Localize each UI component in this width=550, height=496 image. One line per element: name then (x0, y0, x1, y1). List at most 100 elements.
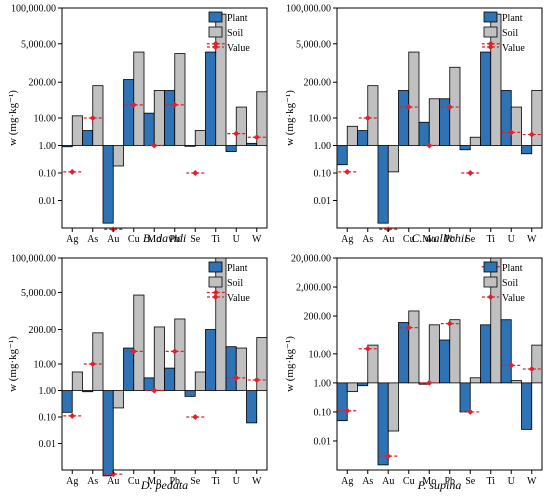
legend-label-soil: Soil (227, 278, 243, 289)
soil-bar (71, 371, 83, 391)
soil-bar (387, 382, 399, 432)
value-marker (151, 142, 158, 149)
plant-bar (205, 51, 217, 146)
x-tick-label: Cu (403, 234, 415, 245)
plant-bar (82, 390, 94, 393)
x-tick-label: Au (107, 476, 119, 487)
y-tick-label: 0.01 (314, 436, 332, 447)
y-tick-label: 200.00 (304, 312, 332, 323)
plant-bar (123, 79, 135, 146)
legend-label-plant: Plant (227, 263, 248, 274)
value-marker (233, 130, 240, 137)
value-marker (151, 387, 158, 394)
x-tick-label: As (87, 234, 98, 245)
x-tick-label: W (252, 234, 262, 245)
plant-bar (480, 51, 492, 146)
soil-bar (428, 324, 440, 384)
chart-caption: D. pedata (140, 478, 188, 492)
plant-bar (246, 142, 258, 146)
plant-bar (82, 130, 94, 146)
y-tick-label: 0.01 (39, 439, 57, 450)
value-marker (89, 115, 96, 121)
plant-bar (459, 145, 471, 151)
y-axis-label: w (mg·kg⁻¹) (7, 90, 19, 146)
x-tick-label: U (508, 476, 516, 487)
value-marker (253, 376, 260, 383)
plant-bar (102, 145, 114, 224)
value-marker (171, 101, 178, 108)
chart-panel-1: 0.01 0.10 1.00 10.00 200.00 5,000.00 100,000.0… (7, 4, 268, 245)
soil-bar (387, 145, 399, 173)
value-marker (69, 412, 76, 419)
value-marker (212, 289, 219, 296)
soil-bar (408, 51, 420, 146)
y-tick-label: 10.00 (34, 114, 57, 125)
plant-bar (336, 145, 348, 166)
x-tick-label: As (362, 234, 373, 245)
legend-marker-value (212, 294, 219, 300)
x-tick-label: Ti (211, 476, 220, 487)
soil-bar (531, 344, 543, 384)
legend-swatch-soil (208, 26, 223, 38)
value-marker (110, 471, 117, 478)
chart-panel-3: 0.01 0.10 1.00 10.00 200.00 5,000.00 100,000.0… (7, 254, 268, 492)
soil-bar (153, 326, 165, 391)
y-tick-label: 10.00 (309, 114, 332, 125)
y-tick-label: 0.01 (314, 196, 332, 207)
soil-bar (367, 344, 379, 384)
legend: Plant Soil Value (482, 11, 525, 54)
y-axis-label: w (mg·kg⁻¹) (7, 336, 19, 392)
value-marker (344, 407, 351, 414)
y-axis-label: w (mg·kg⁻¹) (284, 336, 296, 392)
value-marker (467, 408, 474, 415)
chart-caption: B. davidi (143, 231, 186, 245)
y-tick-label: 10.00 (309, 349, 332, 360)
x-tick-label: W (527, 234, 537, 245)
soil-bar (92, 85, 104, 146)
y-tick-label: 1.00 (39, 141, 57, 152)
x-tick-label: Se (465, 476, 476, 487)
plant-bar (184, 145, 196, 147)
plant-bar (143, 377, 155, 391)
x-tick-label: Ag (66, 476, 78, 487)
soil-bar (510, 380, 522, 384)
legend: Plant Soil Value (207, 11, 250, 54)
legend-label-value: Value (502, 43, 525, 54)
y-tick-label: 2,000.00 (296, 283, 331, 294)
legend-swatch-soil (483, 26, 498, 38)
y-tick-label: 20,000.00 (291, 254, 331, 265)
y-axis-label: w (mg·kg⁻¹) (284, 90, 296, 146)
plant-bar (357, 382, 369, 387)
x-tick-label: Ti (486, 476, 495, 487)
legend-label-plant: Plant (227, 13, 248, 24)
legend-marker-value (212, 44, 219, 50)
y-tick-label: 0.01 (39, 196, 57, 207)
value-marker (89, 361, 96, 367)
plant-bar (143, 112, 155, 146)
soil-bar (469, 377, 481, 384)
x-tick-label: Mo (147, 476, 161, 487)
x-tick-label: Pb (444, 476, 455, 487)
plant-bar (500, 90, 512, 146)
legend-label-soil: Soil (227, 28, 243, 39)
plant-bar (500, 319, 512, 384)
soil-bar (531, 90, 543, 146)
soil-bar (408, 310, 420, 384)
plant-bar (357, 130, 369, 146)
plant-bar (459, 382, 471, 413)
value-marker (192, 170, 199, 176)
plant-bar (61, 390, 73, 413)
soil-bar (346, 382, 358, 393)
soil-bar (510, 106, 522, 146)
plant-bar (377, 382, 389, 466)
y-tick-label: 100,000.00 (11, 4, 56, 15)
value-marker (528, 131, 535, 138)
x-tick-label: As (362, 476, 373, 487)
y-tick-label: 200.00 (29, 78, 57, 89)
plant-bar (439, 339, 451, 384)
legend-label-soil: Soil (502, 28, 518, 39)
x-tick-label: Mo (147, 234, 161, 245)
x-tick-label: Ag (66, 234, 78, 245)
plant-bar (205, 329, 217, 391)
x-tick-label: Mo (422, 476, 436, 487)
